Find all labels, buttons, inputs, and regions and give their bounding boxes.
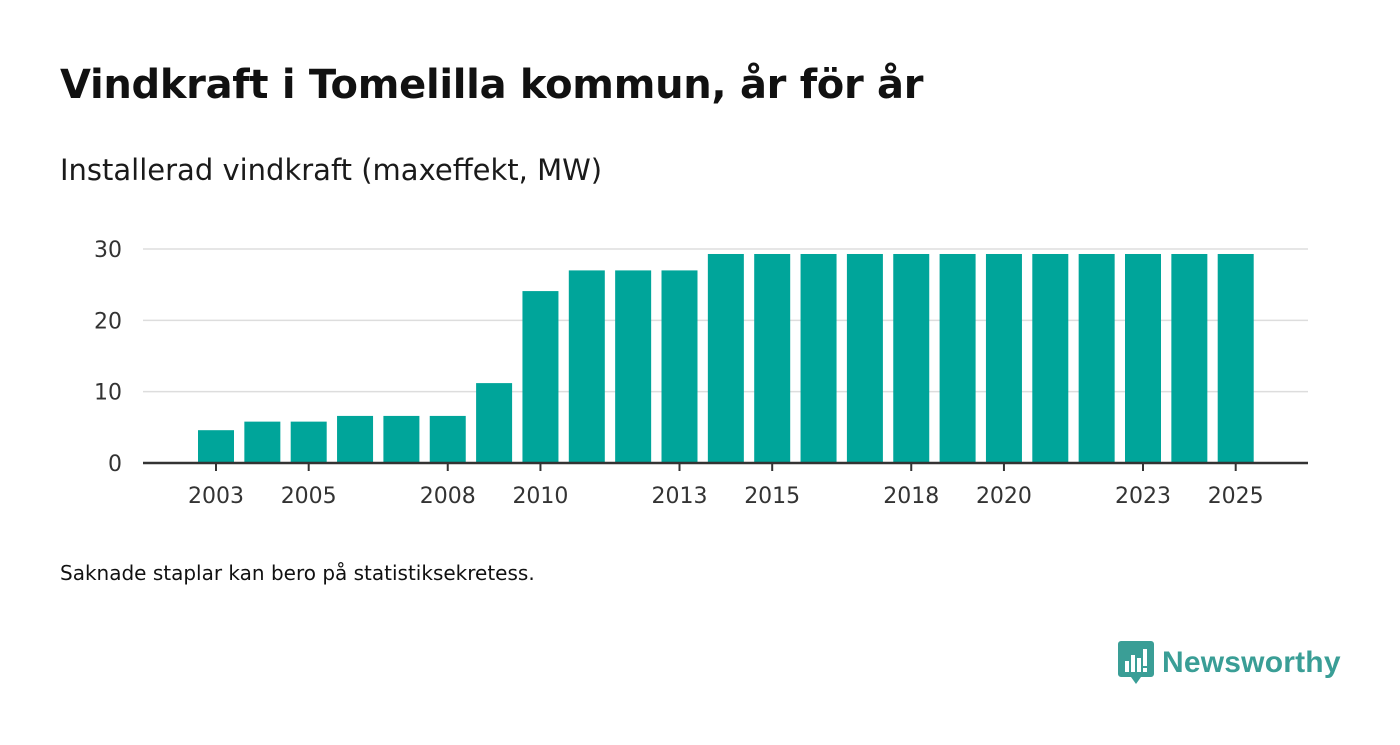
bar-2006[interactable]: [337, 415, 374, 463]
y-tick-label: 10: [94, 381, 122, 406]
bar-2012[interactable]: [615, 270, 652, 463]
y-tick-label: 30: [94, 238, 122, 263]
bar-2007[interactable]: [383, 415, 420, 463]
x-tick-label: 2025: [1208, 484, 1264, 509]
x-axis-ticks: [215, 463, 1237, 471]
chart-subtitle: Installerad vindkraft (maxeffekt, MW): [60, 153, 603, 187]
x-axis-labels: 2003 2005 2008 2010 2013 2015 2018 2020 2023 2025: [188, 484, 1264, 509]
bar-2013[interactable]: [661, 270, 698, 463]
bar-2023[interactable]: [1125, 253, 1161, 463]
newsworthy-logo-icon: [1118, 641, 1154, 684]
brand-name: Newsworthy: [1162, 646, 1341, 679]
bars: [198, 253, 1254, 463]
x-tick-label: 2010: [512, 484, 568, 509]
bar-2025[interactable]: [1217, 253, 1254, 463]
bar-2024[interactable]: [1171, 253, 1208, 463]
bar-2010[interactable]: [522, 291, 559, 463]
x-tick-label: 2003: [188, 484, 244, 509]
bar-2003[interactable]: [198, 430, 234, 463]
y-tick-label: 20: [94, 309, 122, 334]
x-tick-label: 2013: [652, 484, 708, 509]
x-tick-label: 2020: [976, 484, 1032, 509]
bar-2008[interactable]: [429, 415, 466, 463]
x-tick-label: 2018: [883, 484, 939, 509]
bar-2009[interactable]: [476, 383, 513, 463]
chart-title: Vindkraft i Tomelilla kommun, år för år: [60, 62, 924, 108]
bar-2018[interactable]: [893, 253, 930, 463]
bar-2019[interactable]: [939, 253, 976, 463]
x-tick-label: 2005: [281, 484, 337, 509]
bar-2017[interactable]: [846, 253, 883, 463]
footnote: Saknade staplar kan bero på statistiksek…: [60, 561, 535, 585]
bar-2016[interactable]: [800, 253, 837, 463]
bar-2011[interactable]: [568, 270, 605, 463]
x-tick-label: 2015: [744, 484, 800, 509]
y-tick-label: 0: [108, 452, 122, 477]
newsworthy-brand[interactable]: Newsworthy: [1118, 641, 1341, 685]
bar-2021[interactable]: [1032, 253, 1069, 463]
y-axis-labels: 0 10 20 30: [94, 238, 122, 477]
bar-2005[interactable]: [290, 421, 327, 463]
bar-2020[interactable]: [985, 253, 1022, 463]
bar-2004[interactable]: [244, 421, 281, 463]
bar-chart: 0 10 20 30 2003 2005 2008 2010 2013 2015 2018 2020…: [94, 238, 1308, 509]
x-tick-label: 2008: [420, 484, 476, 509]
bar-2014[interactable]: [707, 253, 744, 463]
x-tick-label: 2023: [1115, 484, 1171, 509]
bar-2022[interactable]: [1078, 253, 1115, 463]
bar-2015[interactable]: [754, 253, 791, 463]
